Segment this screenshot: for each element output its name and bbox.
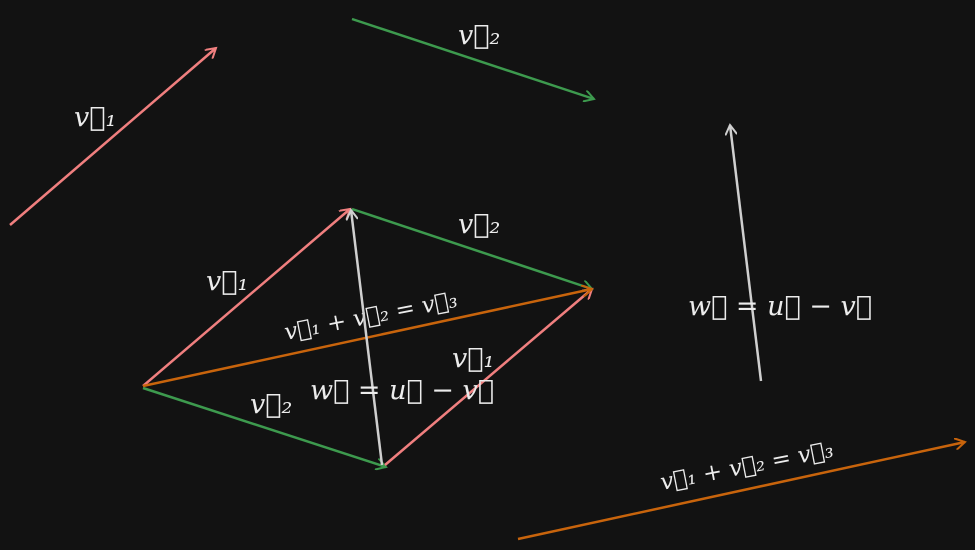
parallelogram-w-arrow [351, 210, 384, 466]
standalone-sum-arrow [517, 442, 965, 541]
parallelogram-v2-upper-label: v⃗₂ [458, 209, 500, 240]
parallelogram-v1-lower-arrow [384, 289, 592, 466]
parallelogram-v2-upper-arrow [351, 207, 592, 289]
parallelogram-v2-lower-arrow [142, 386, 386, 467]
standalone-v2-label: v⃗₂ [458, 20, 500, 51]
parallelogram-w-label: w⃗ = u⃗ − v⃗ [310, 375, 494, 406]
standalone-w-arrow [730, 125, 763, 382]
parallelogram-v1-upper-label: v⃗₁ [206, 266, 248, 297]
standalone-v1-arrow [9, 48, 216, 226]
standalone-v1-label: v⃗₁ [74, 102, 116, 133]
standalone-sum-label: v⃗₁ + v⃗₂ = v⃗₃ [658, 437, 836, 496]
standalone-w-label: w⃗ = u⃗ − v⃗ [688, 291, 872, 322]
parallelogram-v1-upper-arrow [142, 209, 350, 387]
parallelogram-v1-lower-label: v⃗₁ [452, 343, 494, 374]
parallelogram-v2-lower-label: v⃗₂ [250, 389, 292, 420]
standalone-v2-arrow [351, 17, 594, 99]
